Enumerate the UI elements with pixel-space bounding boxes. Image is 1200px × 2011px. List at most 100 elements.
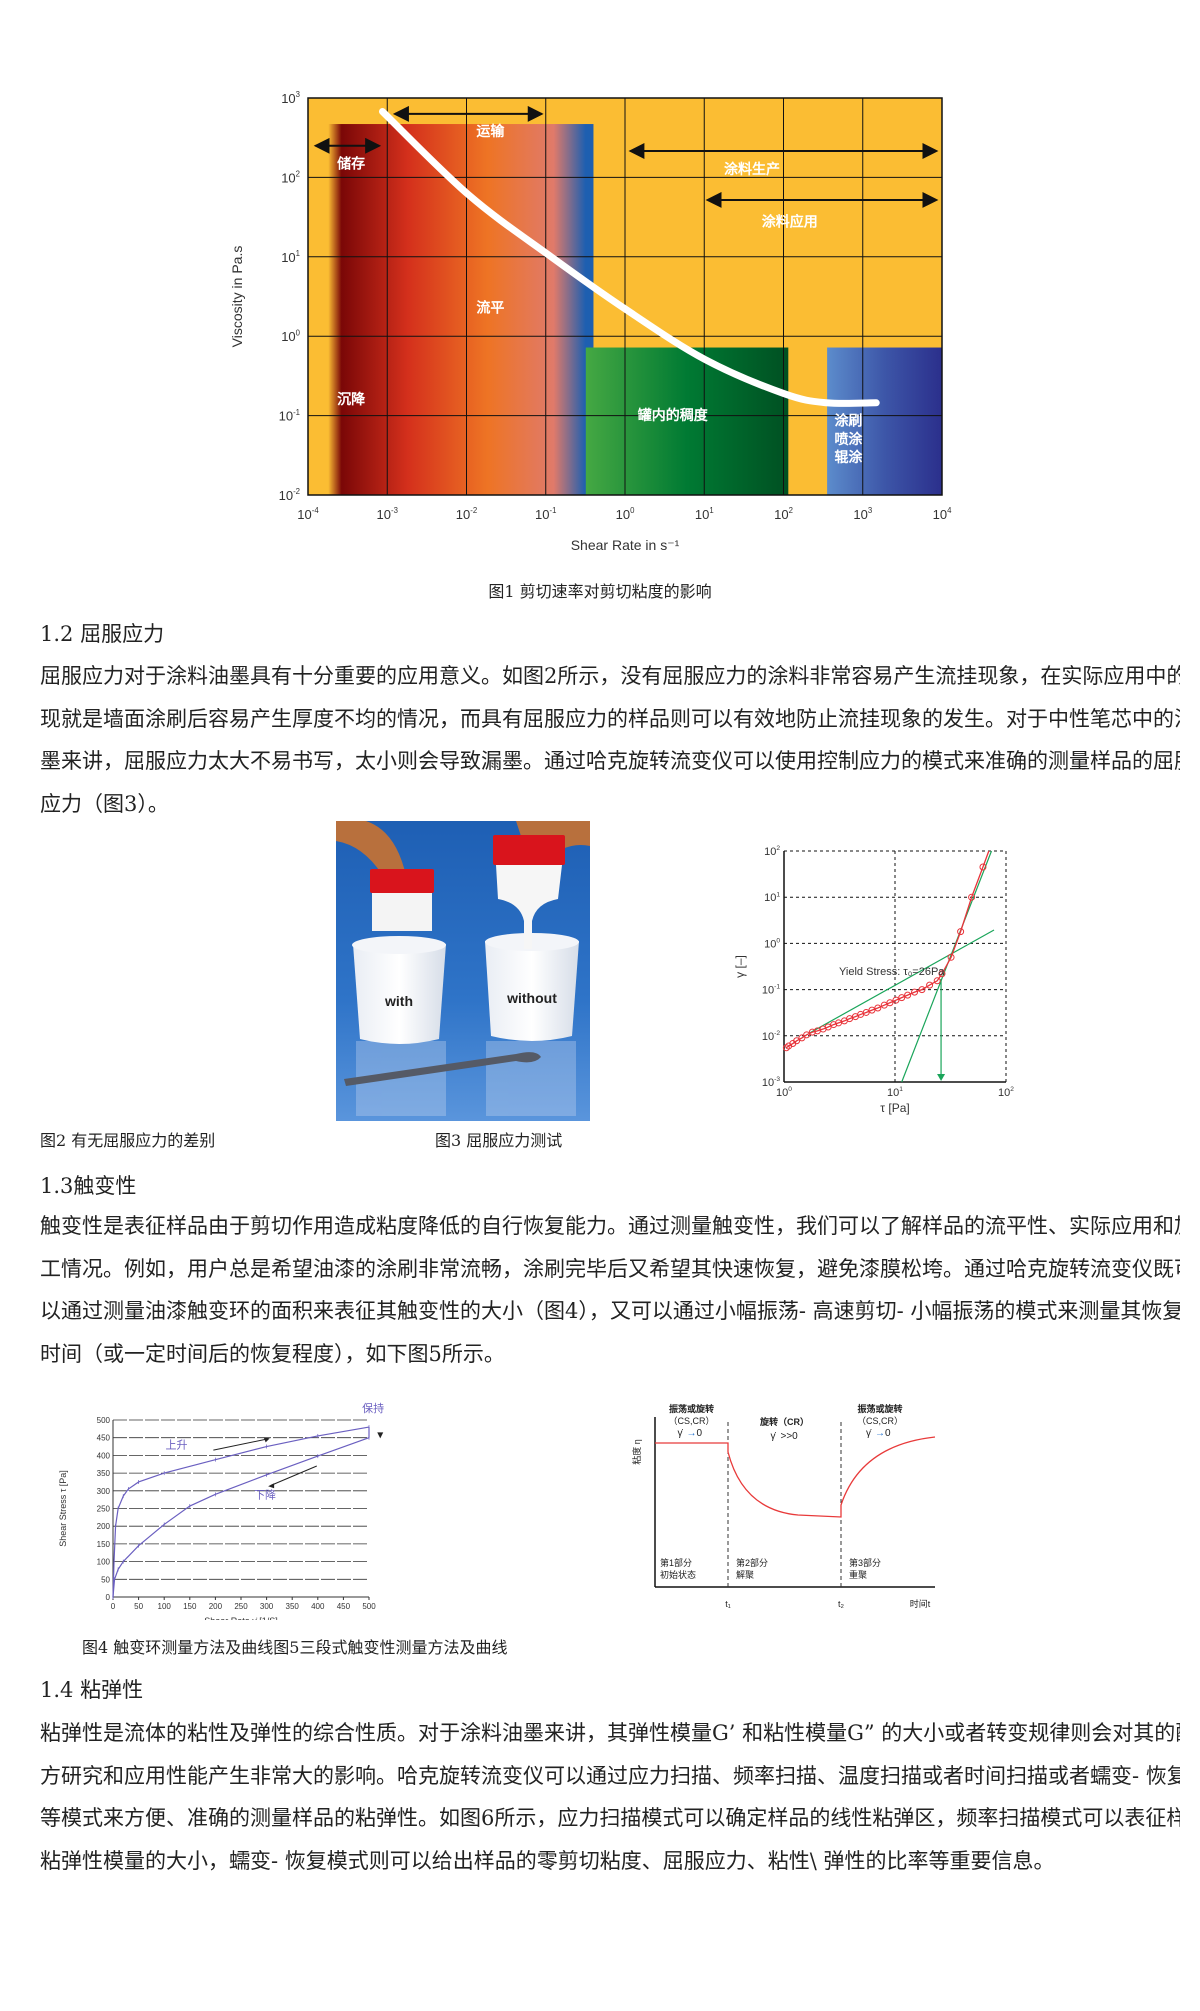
up-arrowhead (263, 1437, 270, 1443)
series-上升 (112, 1426, 370, 1598)
y-tick-label: 350 (97, 1469, 111, 1478)
x-axis-label: Shear Rate γ̇ [1/S] (204, 1616, 278, 1620)
y-tick-label: 150 (97, 1540, 111, 1549)
x-tick-label: 10-1 (535, 506, 556, 522)
x-tick-label: 0 (111, 1602, 116, 1611)
section-1-2-paragraph: 屈服应力对于涂料油墨具有十分重要的应用意义。如图2所示，没有屈服应力的涂料非常容… (40, 655, 1180, 825)
y-axis-label: 粘度 η (631, 1439, 642, 1465)
hand-left (336, 821, 406, 881)
paragraph-line: 粘弹性是流体的粘性及弹性的综合性质。对于涂料油墨来讲，其弹性模量G’ 和粘性模量… (40, 1721, 1180, 1745)
paragraph-line: 墨来讲，屈服应力太大不易书写，太小则会导致漏墨。通过哈克旋转流变仪可以使用控制应… (40, 749, 1180, 773)
region-band (827, 347, 942, 495)
section-1-3-paragraph: 触变性是表征样品由于剪切作用造成粘度降低的自行恢复能力。通过测量触变性，我们可以… (40, 1205, 1180, 1375)
shear-rate-symbol: γ̇ (866, 1428, 872, 1439)
y-tick-label: 101 (281, 249, 300, 265)
phase-mode-detail: （CS,CR） (668, 1416, 714, 1426)
x-tick-label: 10-3 (377, 506, 398, 522)
plot-frame (307, 97, 943, 496)
section-1-3-heading: 1.3触变性 (40, 1174, 137, 1198)
t1-label: t₁ (725, 1599, 731, 1609)
series-label: 保持 (362, 1401, 384, 1415)
series-label: 上升 (165, 1438, 187, 1451)
down-arrow (270, 1465, 317, 1486)
phase-part: 第2部分 (736, 1557, 768, 1568)
region-label: 运输 (476, 123, 505, 139)
series-label: 下降 (254, 1488, 276, 1502)
x-axis-label: τ [Pa] (880, 1101, 909, 1115)
x-tick-label: 500 (362, 1602, 376, 1611)
y-tick-label: 10-3 (762, 1076, 780, 1089)
x-axis-label: Shear Rate in s⁻¹ (571, 537, 680, 553)
paragraph-line: 应力（图3）。 (40, 791, 169, 816)
y-tick-label: 10-1 (762, 984, 780, 997)
data-point (904, 991, 912, 999)
x-tick-label: 10-4 (297, 506, 319, 522)
yield-stress-test-chart: 100 101 102 10-3 10-2 10-1 100 101 102 Yield Stre… (733, 845, 1014, 1115)
section-1-4-heading: 1.4 粘弹性 (40, 1678, 144, 1702)
y-tick-label: 100 (97, 1558, 111, 1567)
y-tick-label: 102 (764, 845, 780, 858)
x-tick-label: 250 (234, 1602, 248, 1611)
data-point (918, 986, 926, 994)
spoon (344, 1052, 541, 1086)
y-axis-label: Viscosity in Pa.s (229, 246, 245, 348)
phase-part: 第1部分 (660, 1557, 692, 1568)
shear-rate-symbol: γ̇ (771, 1431, 777, 1442)
paragraph-line: 触变性是表征样品由于剪切作用造成粘度降低的自行恢复能力。通过测量触变性，我们可以… (40, 1214, 1180, 1238)
paragraph-line: 屈服应力对于涂料油墨具有十分重要的应用意义。如图2所示，没有屈服应力的涂料非常容… (40, 664, 1180, 688)
with-label: with (384, 993, 413, 1009)
hold-arrow (377, 1432, 384, 1439)
without-label: without (506, 990, 557, 1006)
down-arrowhead (268, 1483, 275, 1489)
paragraph-line: 时间（或一定时间后的恢复程度），如下图5所示。 (40, 1341, 505, 1366)
arrow-icon: → (687, 1428, 697, 1439)
shear-rate-value: 0 (885, 1428, 891, 1439)
paragraph-line: 现就是墙面涂刷后容易产生厚度不均的情况，而具有屈服应力的样品则可以有效地防止流挂… (40, 706, 1180, 731)
region-band (585, 347, 789, 495)
region-label: 罐内的稠度 (637, 407, 709, 423)
data-point (862, 1008, 870, 1016)
y-tick-label: 10-2 (279, 487, 300, 503)
cup-with (353, 944, 446, 1044)
data-point (782, 1044, 790, 1052)
data-point (933, 977, 941, 985)
x-tick-label: 300 (260, 1602, 274, 1611)
y-tick-label: 100 (281, 328, 300, 344)
y-tick-label: 50 (101, 1575, 110, 1584)
figure-3-caption: 图3 屈服应力测试 (435, 1131, 563, 1150)
x-tick-label: 400 (311, 1602, 325, 1611)
data-point (793, 1037, 801, 1045)
cup-without (485, 941, 579, 1041)
paragraph-line: 方研究和应用性能产生非常大的影响。哈克旋转流变仪可以通过应力扫描、频率扫描、温度… (40, 1763, 1180, 1788)
y-tick-label: 400 (97, 1451, 111, 1460)
phase-state: 初始状态 (660, 1569, 696, 1580)
x-tick-label: 100 (776, 1086, 792, 1099)
y-tick-label: 101 (764, 891, 780, 904)
data-point (808, 1028, 816, 1036)
y-tick-label: 0 (106, 1593, 111, 1602)
yield-stress-annotation: Yield Stress: τ₀=26Pa (839, 966, 945, 978)
paragraph-line: 粘弹性模量的大小，蠕变- 恢复模式则可以给出样品的零剪切粘度、屈服应力、粘性\ … (40, 1848, 1055, 1873)
data-point (868, 1006, 876, 1014)
yield-stress-arrowhead (937, 1074, 946, 1081)
data-point (874, 1004, 882, 1012)
x-tick-label: 103 (853, 506, 872, 522)
region-label: 涂料生产 (724, 161, 780, 177)
thixotropy-loop-chart: 0 50 100 150 200 250 300 350 400 450 500 0 50 100 150 2… (58, 1401, 384, 1620)
region-label: 沉降 (337, 391, 366, 407)
x-tick-label: 10-2 (456, 506, 477, 522)
region-label: 涂刷 (834, 413, 862, 429)
x-tick-label: 104 (933, 506, 952, 522)
x-axis-label: 时间t (910, 1598, 931, 1609)
viscosity-curve (378, 108, 880, 407)
data-point (938, 970, 946, 978)
data-point (968, 893, 976, 901)
y-tick-label: 300 (97, 1487, 111, 1496)
x-tick-label: 100 (158, 1602, 172, 1611)
phase-state: 解聚 (736, 1569, 754, 1580)
y-tick-label: 10-2 (762, 1030, 780, 1043)
region-label: 涂料应用 (762, 214, 818, 230)
y-axis-label: γ [–] (733, 955, 747, 978)
arrow-icon: → (875, 1428, 885, 1439)
